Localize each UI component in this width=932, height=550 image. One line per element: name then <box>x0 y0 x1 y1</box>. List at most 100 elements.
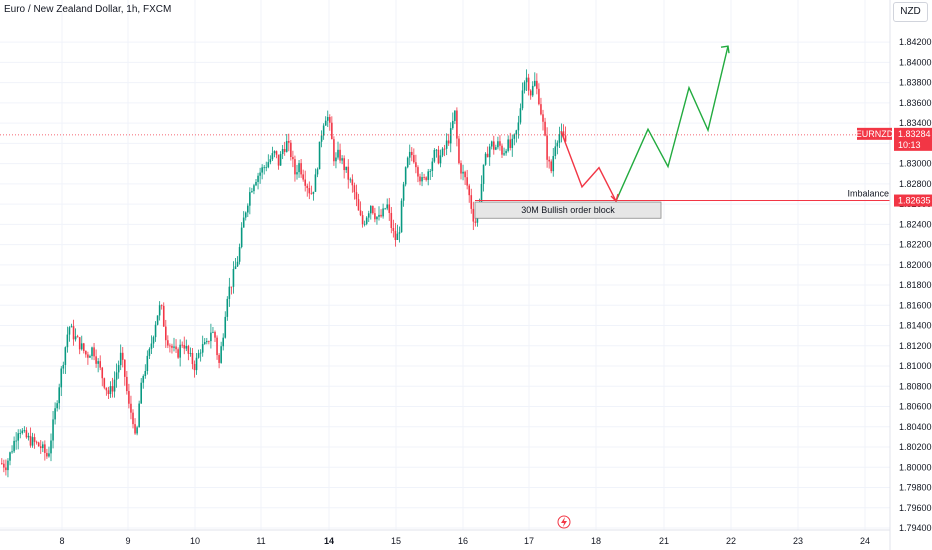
candle-body <box>107 390 110 395</box>
candle-body <box>253 185 255 192</box>
candle-body <box>505 150 507 154</box>
candle-body <box>283 149 286 152</box>
candle-body <box>339 149 341 161</box>
price-tick-label: 1.81600 <box>899 300 932 310</box>
candle-body <box>269 159 272 163</box>
candle-body <box>445 140 448 149</box>
candle-body <box>310 193 313 195</box>
imbalance-price-label: 1.82635 <box>898 196 931 206</box>
candle-body <box>345 166 347 171</box>
projection-down-path[interactable] <box>560 130 617 202</box>
candle-body <box>466 177 468 186</box>
price-tick-label: 1.79800 <box>899 483 932 493</box>
candle-body <box>429 171 432 172</box>
candle-body <box>117 365 120 373</box>
candle-body <box>411 151 413 156</box>
candle-body <box>365 217 368 224</box>
candle-body <box>199 352 202 354</box>
candle-body <box>353 185 356 193</box>
currency-selector[interactable]: NZD <box>893 2 928 22</box>
candle-body <box>48 453 50 457</box>
candle-body <box>261 167 263 173</box>
candle-body <box>447 140 450 144</box>
candle-body <box>193 364 196 371</box>
price-tick-label: 1.80000 <box>899 462 932 472</box>
candle-body <box>452 120 454 129</box>
candle-body <box>208 341 210 342</box>
projection-up-path[interactable] <box>615 46 729 202</box>
candle-body <box>427 171 429 180</box>
candle-body <box>99 361 101 368</box>
candle-body <box>138 403 140 428</box>
candle-body <box>224 316 227 338</box>
current-price-tag <box>894 127 932 151</box>
candle-body <box>390 212 393 228</box>
candle-body <box>113 379 116 392</box>
candle-body <box>240 227 243 248</box>
time-axis[interactable]: 8 9 10 11 14 15 16 17 18 21 22 23 24 <box>0 515 890 546</box>
candle-body <box>529 90 532 96</box>
projection-up-arrowhead <box>720 45 730 54</box>
candle-body <box>279 154 282 166</box>
date-tick-label: 9 <box>125 536 130 546</box>
candle-body <box>103 378 106 388</box>
candle-body <box>230 286 233 288</box>
candle-body <box>111 386 114 392</box>
candle-body <box>515 130 518 135</box>
candle-body <box>134 424 136 434</box>
candle-body <box>21 430 24 433</box>
candle-body <box>564 135 567 142</box>
candle-body <box>165 326 167 341</box>
price-axis[interactable]: 1.84200 1.84000 1.83800 1.83600 1.834001.832… <box>856 0 932 550</box>
candle-body <box>503 153 505 155</box>
candle-body <box>124 359 126 377</box>
candle-body <box>511 138 514 148</box>
candle-body <box>228 286 231 299</box>
date-tick-label: 21 <box>659 536 669 546</box>
candle-body <box>433 150 436 162</box>
candle-body <box>214 331 216 338</box>
price-tick-label: 1.82200 <box>899 240 932 250</box>
candle-body <box>277 154 280 166</box>
candle-body <box>201 344 204 353</box>
candle-body <box>119 352 122 366</box>
price-tick-label: 1.82000 <box>899 260 932 270</box>
candle-body <box>527 77 530 91</box>
candle-body <box>497 141 499 148</box>
candle-body <box>121 352 124 360</box>
candle-body <box>464 171 466 178</box>
candle-body <box>232 268 235 287</box>
candle-body <box>58 387 60 404</box>
candle-body <box>3 463 5 468</box>
candle-body <box>439 155 442 164</box>
symbol-tag <box>857 127 892 140</box>
order-block-zone[interactable] <box>474 201 662 219</box>
candle-body <box>162 305 165 327</box>
candle-body <box>136 427 138 434</box>
candle-body <box>181 344 183 346</box>
candle-body <box>206 341 208 343</box>
candle-body <box>128 391 130 404</box>
candle-body <box>37 442 40 447</box>
candle-body <box>361 215 364 225</box>
candle-body <box>85 350 87 355</box>
candle-body <box>357 199 360 211</box>
candle-body <box>300 163 302 175</box>
current-price-label: 1.83284 <box>898 129 931 139</box>
candle-body <box>458 138 460 164</box>
candle-body <box>488 146 491 158</box>
candle-body <box>183 344 186 349</box>
candle-body <box>167 340 169 346</box>
candle-body <box>536 80 538 89</box>
price-tick-label: 1.83000 <box>899 159 932 169</box>
date-tick-label: 11 <box>256 536 265 546</box>
candle-body <box>331 122 333 140</box>
candle-body <box>25 430 28 438</box>
candle-body <box>378 214 380 217</box>
candle-body <box>105 387 108 391</box>
candle-body <box>263 167 265 169</box>
imbalance-price-tag <box>894 194 932 207</box>
candle-body <box>538 88 540 105</box>
candle-body <box>562 131 565 136</box>
